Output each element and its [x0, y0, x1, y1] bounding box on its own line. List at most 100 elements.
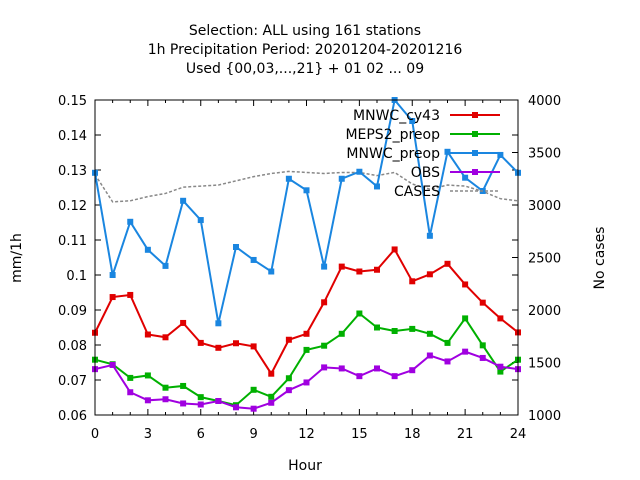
data-point-meps2-preop — [250, 386, 257, 393]
y-tick-label: 0.13 — [58, 164, 87, 179]
x-axis-ticks: 0 3 6 9 12 15 18 21 24 — [91, 100, 526, 442]
data-point-obs — [303, 379, 310, 386]
data-point-obs — [285, 387, 292, 394]
data-point-mnwc-preop — [462, 174, 469, 181]
series-mnwc-preop — [92, 97, 521, 327]
data-point-obs — [162, 396, 169, 403]
x-tick-label: 24 — [510, 427, 527, 442]
plot-frame — [94, 99, 519, 416]
data-point-mnwc-cy43 — [321, 299, 328, 306]
data-point-mnwc-cy43 — [197, 339, 204, 346]
data-point-mnwc-cy43 — [356, 268, 363, 275]
legend: MNWC_cy43 MEPS2_preop MNWC_preop OBS CASES — [345, 108, 500, 200]
x-tick-label: 12 — [298, 427, 315, 442]
data-point-mnwc-cy43 — [268, 370, 275, 377]
y-tick-label: 0.1 — [66, 269, 87, 284]
x-tick-label: 3 — [144, 427, 152, 442]
data-point-mnwc-preop — [180, 197, 187, 204]
cases-series — [94, 170, 519, 203]
data-point-meps2-preop — [127, 374, 134, 381]
data-point-meps2-preop — [497, 368, 504, 375]
data-point-mnwc-cy43 — [462, 281, 469, 288]
y2-tick-label: 1500 — [528, 357, 561, 372]
y2-tick-label: 1000 — [528, 409, 561, 424]
data-point-mnwc-cy43 — [426, 271, 433, 278]
data-point-meps2-preop — [479, 342, 486, 349]
chart-title: Selection: ALL using 161 stations 1h Pre… — [148, 23, 463, 77]
data-series — [92, 97, 521, 412]
legend-label-meps2-preop: MEPS2_preop — [345, 127, 440, 143]
data-point-obs — [444, 358, 451, 365]
y2-axis-label: No cases — [592, 227, 608, 290]
data-point-mnwc-preop — [233, 244, 239, 250]
data-point-obs — [268, 399, 275, 406]
data-point-mnwc-cy43 — [374, 266, 380, 273]
legend-label-cases: CASES — [394, 184, 440, 200]
data-point-obs — [391, 373, 398, 380]
x-tick-label: 21 — [457, 427, 474, 442]
legend-label-mnwc-preop: MNWC_preop — [346, 146, 440, 162]
data-point-mnwc-cy43 — [109, 294, 116, 301]
data-point-mnwc-preop — [268, 268, 275, 275]
data-point-mnwc-preop — [321, 263, 328, 270]
data-point-meps2-preop — [303, 346, 310, 353]
y2-tick-label: 3000 — [528, 199, 561, 214]
data-point-meps2-preop — [374, 324, 380, 331]
legend-label-mnwc-cy43: MNWC_cy43 — [353, 108, 440, 124]
data-point-obs — [144, 397, 151, 404]
data-point-mnwc-preop — [250, 256, 257, 263]
data-point-meps2-preop — [144, 372, 151, 379]
data-point-obs — [356, 373, 363, 380]
data-point-obs — [109, 361, 116, 368]
data-point-mnwc-preop — [285, 175, 292, 182]
data-point-obs — [374, 365, 380, 372]
data-point-meps2-preop — [321, 342, 328, 349]
data-point-obs — [321, 364, 328, 371]
data-point-obs — [233, 404, 239, 411]
legend-label-obs: OBS — [411, 165, 440, 181]
y-tick-label: 0.06 — [58, 409, 87, 424]
y-tick-label: 0.09 — [58, 304, 87, 319]
data-point-mnwc-cy43 — [303, 330, 310, 337]
data-point-mnwc-preop — [444, 148, 451, 155]
data-point-mnwc-preop — [197, 217, 204, 224]
data-point-meps2-preop — [391, 328, 398, 334]
x-tick-label: 6 — [197, 427, 205, 442]
data-point-mnwc-cy43 — [338, 263, 345, 270]
data-point-obs — [215, 398, 222, 404]
data-point-obs — [338, 365, 345, 372]
y2-tick-label: 2000 — [528, 304, 561, 319]
series-meps2-preop — [92, 310, 521, 409]
data-point-mnwc-cy43 — [162, 334, 169, 341]
data-point-mnwc-cy43 — [127, 291, 134, 298]
y2-axis-ticks: 1000 1500 2000 2500 3000 3500 4000 — [512, 94, 561, 424]
title-line-3: Used {00,03,...,21} + 01 02 ... 09 — [186, 61, 424, 77]
data-point-mnwc-cy43 — [180, 319, 187, 326]
x-tick-label: 18 — [404, 427, 421, 442]
data-point-obs — [197, 401, 204, 408]
data-point-obs — [127, 389, 134, 396]
data-point-meps2-preop — [444, 339, 451, 346]
data-point-mnwc-preop — [374, 183, 380, 190]
data-point-mnwc-cy43 — [479, 299, 486, 306]
series-line-cases — [94, 170, 519, 203]
y2-tick-label: 2500 — [528, 252, 561, 267]
y-tick-label: 0.15 — [58, 94, 87, 109]
data-point-mnwc-preop — [215, 320, 222, 327]
data-point-mnwc-preop — [303, 187, 310, 194]
y-tick-label: 0.11 — [58, 234, 87, 249]
y2-tick-label: 4000 — [528, 94, 561, 109]
title-line-2: 1h Precipitation Period: 20201204-202012… — [148, 42, 463, 58]
data-point-obs — [409, 367, 416, 374]
data-point-meps2-preop — [285, 375, 292, 382]
data-point-mnwc-cy43 — [233, 340, 239, 347]
data-point-mnwc-preop — [109, 272, 116, 278]
data-point-obs — [497, 363, 504, 370]
data-point-obs — [479, 354, 486, 361]
x-tick-label: 9 — [249, 427, 257, 442]
data-point-obs — [250, 405, 257, 412]
data-point-meps2-preop — [426, 330, 433, 337]
data-point-mnwc-cy43 — [409, 278, 416, 285]
data-point-meps2-preop — [197, 394, 204, 401]
